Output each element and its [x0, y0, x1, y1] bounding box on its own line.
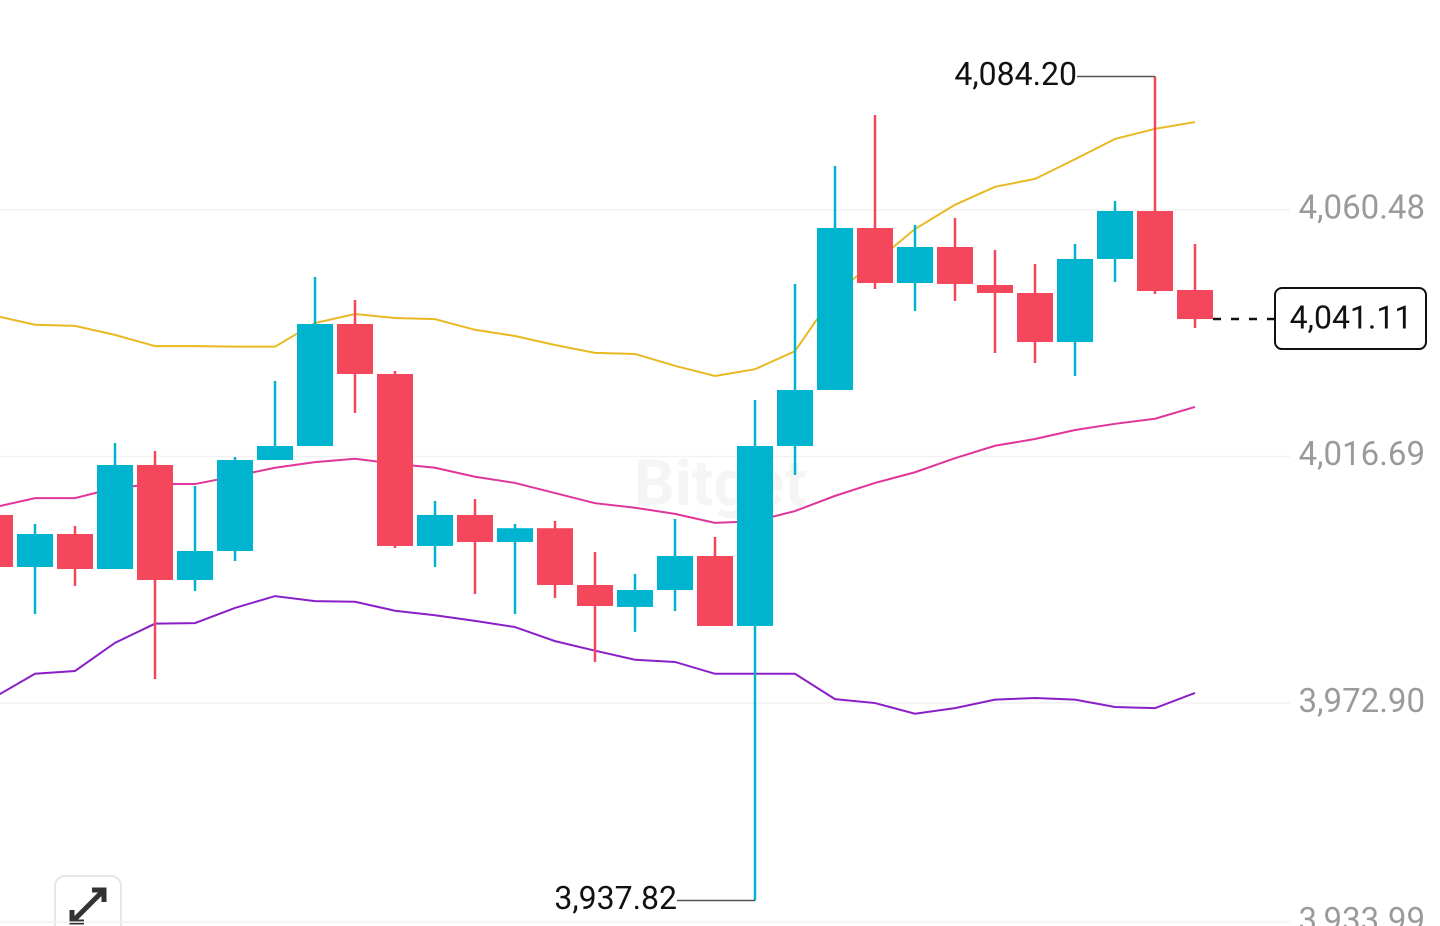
candles: [0, 76, 1213, 901]
candle-body: [17, 533, 53, 567]
watermark: Bitget: [634, 446, 806, 521]
candle-body: [897, 246, 933, 284]
expand-button-bg[interactable]: [54, 875, 122, 926]
candle-body: [337, 323, 373, 374]
candle-body: [1097, 211, 1133, 259]
candle-body: [937, 246, 973, 284]
candle-body: [617, 590, 653, 607]
y-tick-label: 4,060.48: [1299, 189, 1425, 228]
candle-body: [857, 228, 893, 284]
candle-body: [1137, 211, 1173, 292]
indicator-line: [0, 405, 1196, 524]
candle-body: [377, 373, 413, 546]
indicator-line: [0, 595, 1196, 715]
expand-button[interactable]: [54, 875, 122, 926]
candle-body: [297, 323, 333, 446]
candle-body: [577, 584, 613, 606]
candle-body: [1057, 258, 1093, 343]
candle-body: [457, 514, 493, 542]
candle-body: [777, 389, 813, 446]
candle-body: [657, 556, 693, 591]
candle-body: [97, 464, 133, 570]
y-tick-label: 3,933.99: [1299, 901, 1425, 926]
y-tick-label: 4,016.69: [1299, 435, 1425, 474]
candle-body: [497, 528, 533, 542]
candle-body: [537, 528, 573, 585]
indicator-lines: [0, 121, 1196, 715]
grid: [0, 209, 1290, 923]
candle-body: [697, 556, 733, 626]
last-price-label: 4,041.11: [1290, 298, 1413, 336]
candle-body: [177, 550, 213, 580]
candle-body: [0, 514, 13, 567]
candle-body: [417, 514, 453, 546]
candle-body: [1177, 289, 1213, 320]
annotation-label: 3,937.82: [554, 879, 677, 917]
candle-body: [977, 284, 1013, 293]
candle-body: [257, 445, 293, 461]
candle-body: [137, 464, 173, 580]
annotation-label: 4,084.20: [954, 55, 1077, 93]
candle-body: [57, 533, 93, 570]
candle-body: [1017, 292, 1053, 343]
last-price-box: [1274, 287, 1427, 351]
candle-body: [217, 460, 253, 551]
candle-body: [817, 228, 853, 390]
indicator-line: [0, 121, 1196, 377]
candle-body: [737, 445, 773, 626]
y-tick-label: 3,972.90: [1299, 682, 1425, 721]
